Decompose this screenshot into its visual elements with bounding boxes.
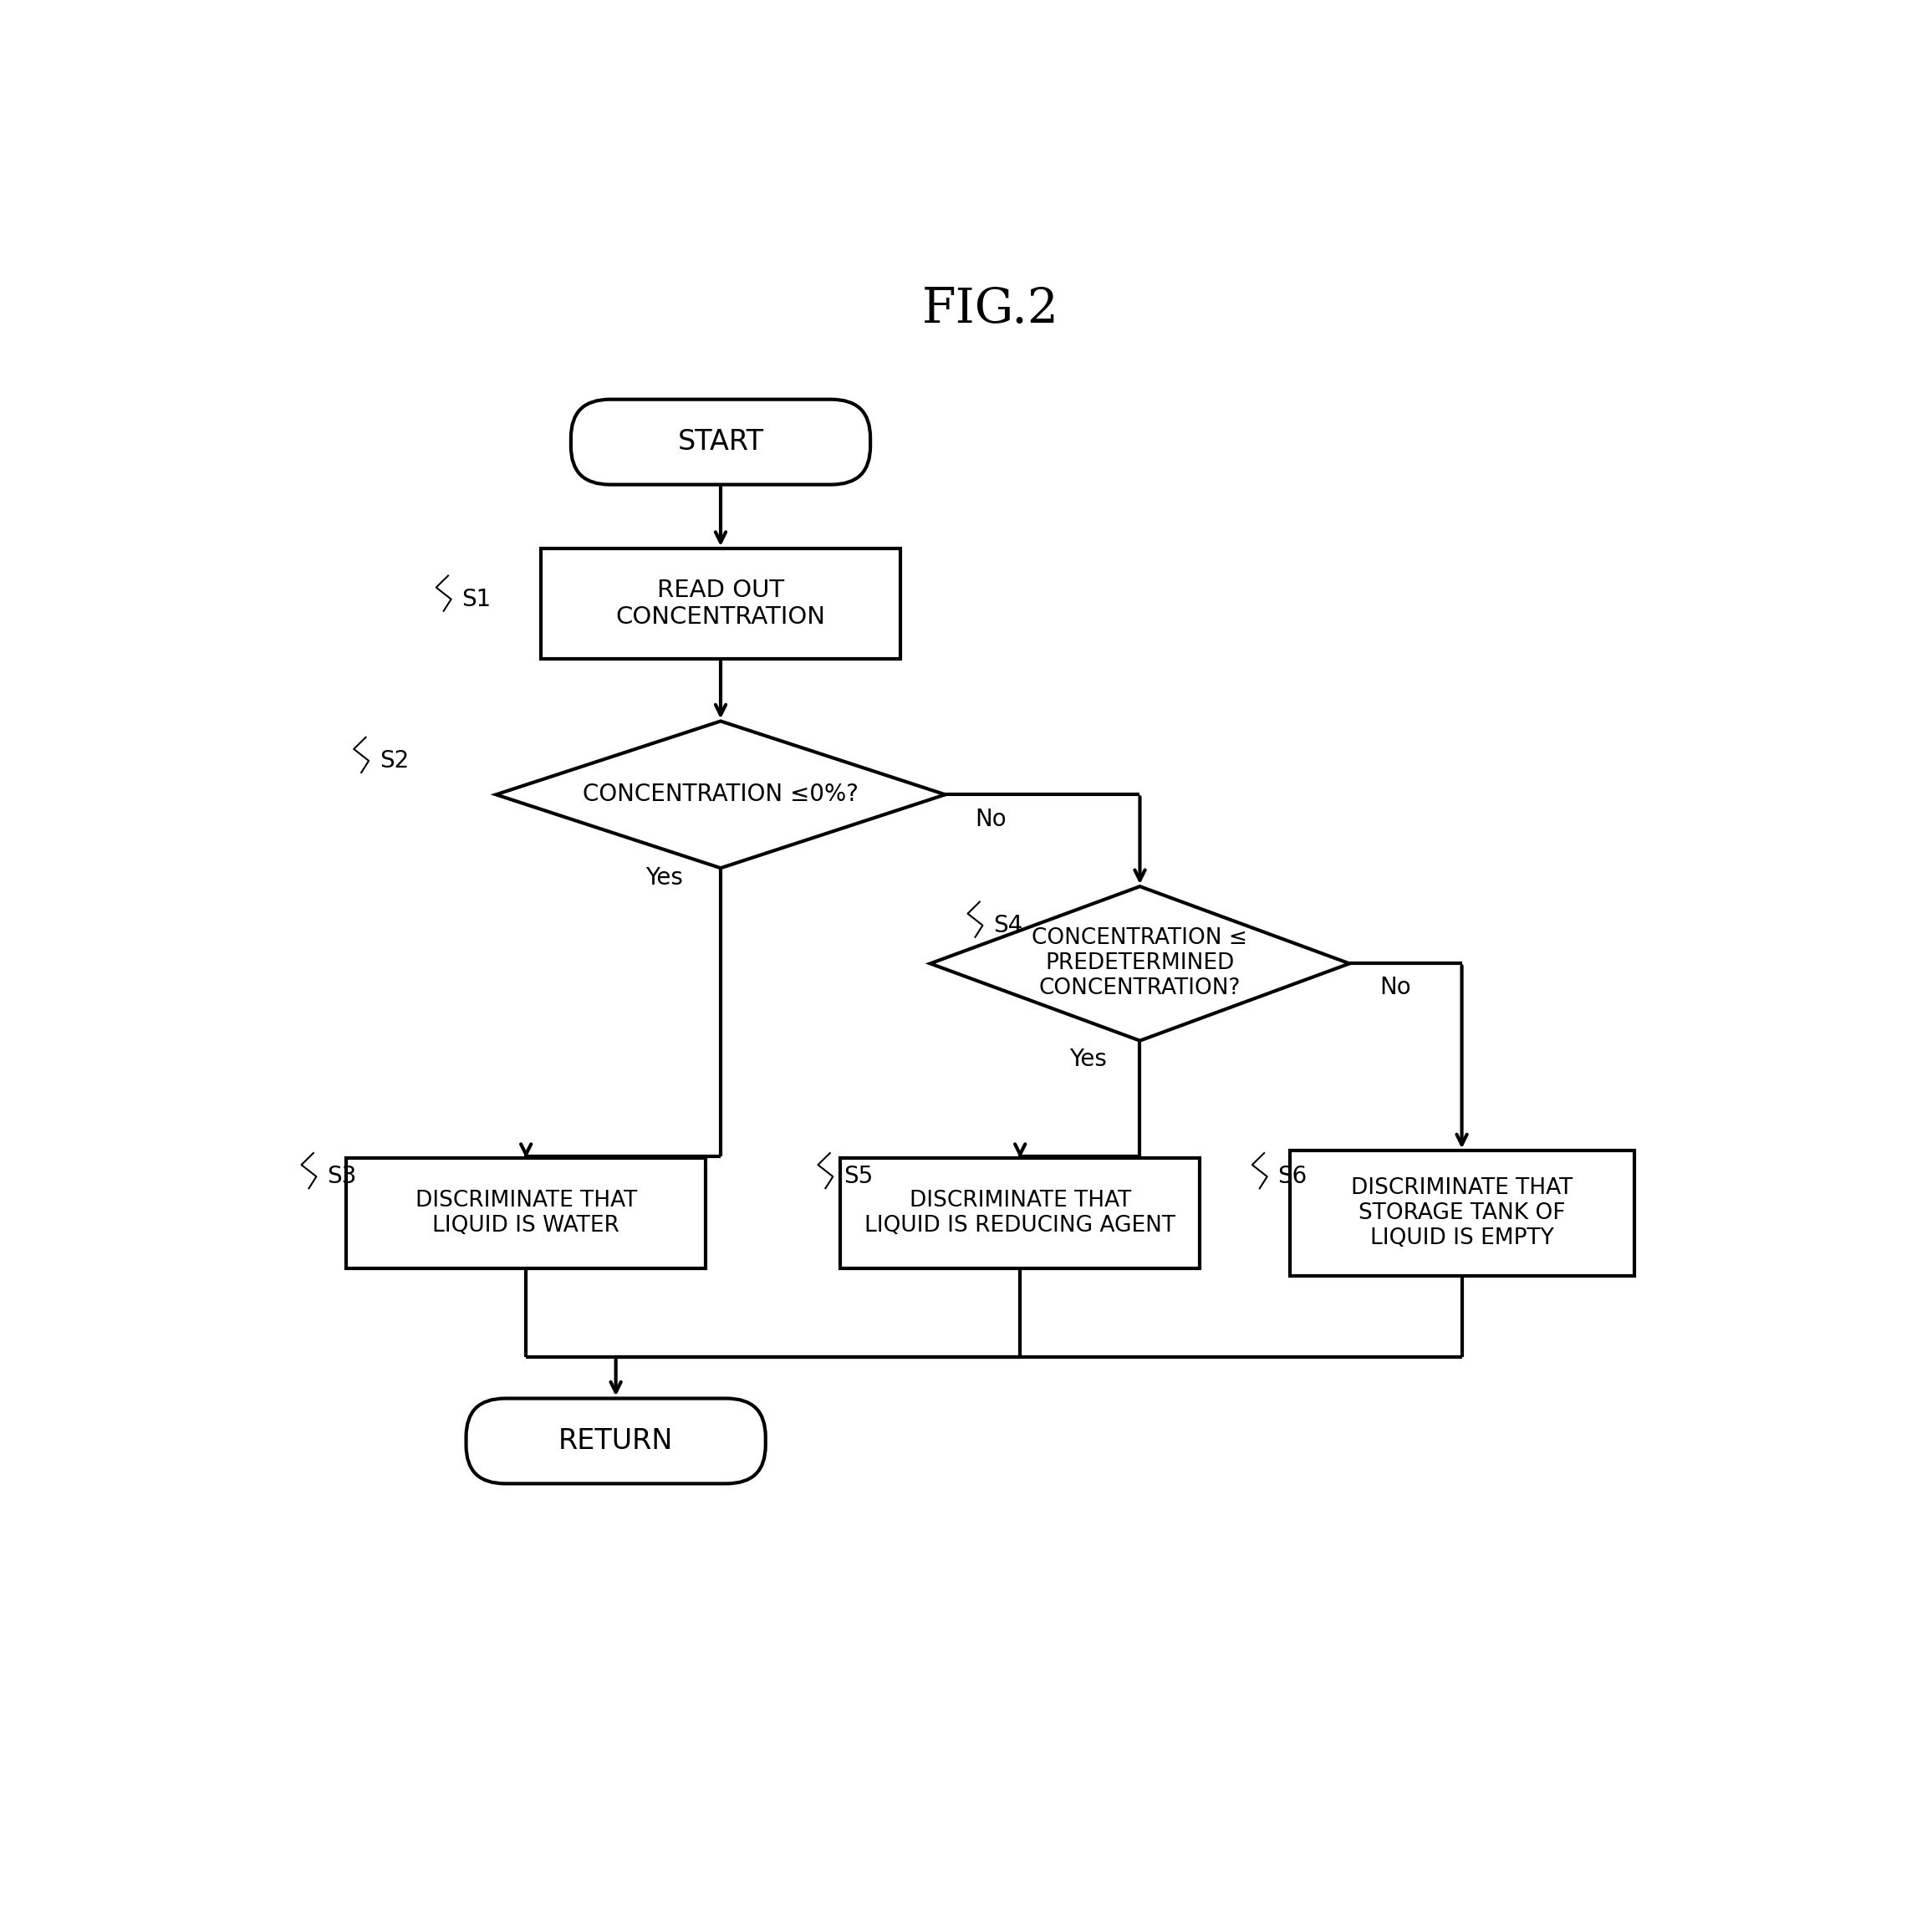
Text: S5: S5 [844, 1166, 873, 1189]
Bar [840, 1158, 1200, 1269]
Polygon shape [497, 721, 945, 868]
Text: START: START [678, 427, 763, 456]
Text: DISCRIMINATE THAT
LIQUID IS WATER: DISCRIMINATE THAT LIQUID IS WATER [415, 1191, 638, 1236]
Text: No: No [1379, 975, 1410, 998]
Text: DISCRIMINATE THAT
STORAGE TANK OF
LIQUID IS EMPTY: DISCRIMINATE THAT STORAGE TANK OF LIQUID… [1350, 1177, 1573, 1250]
Text: READ OUT
CONCENTRATION: READ OUT CONCENTRATION [616, 578, 825, 630]
FancyBboxPatch shape [572, 399, 869, 485]
Text: S6: S6 [1277, 1166, 1308, 1189]
Text: S1: S1 [462, 588, 491, 611]
Text: Yes: Yes [1070, 1047, 1107, 1070]
Text: CONCENTRATION ≤
PREDETERMINED
CONCENTRATION?: CONCENTRATION ≤ PREDETERMINED CONCENTRAT… [1032, 927, 1248, 1000]
Text: S2: S2 [379, 750, 410, 773]
Bar [346, 1158, 705, 1269]
Bar [1291, 1151, 1634, 1276]
Bar [541, 548, 900, 658]
Text: RETURN: RETURN [558, 1427, 672, 1454]
Text: S3: S3 [327, 1166, 355, 1189]
Text: DISCRIMINATE THAT
LIQUID IS REDUCING AGENT: DISCRIMINATE THAT LIQUID IS REDUCING AGE… [866, 1191, 1175, 1236]
Text: FIG.2: FIG.2 [922, 286, 1059, 334]
Text: Yes: Yes [645, 866, 684, 889]
Text: No: No [976, 807, 1007, 832]
Text: CONCENTRATION ≤0%?: CONCENTRATION ≤0%? [583, 782, 858, 807]
FancyBboxPatch shape [466, 1399, 765, 1484]
Polygon shape [931, 887, 1349, 1040]
Text: S4: S4 [993, 914, 1022, 937]
